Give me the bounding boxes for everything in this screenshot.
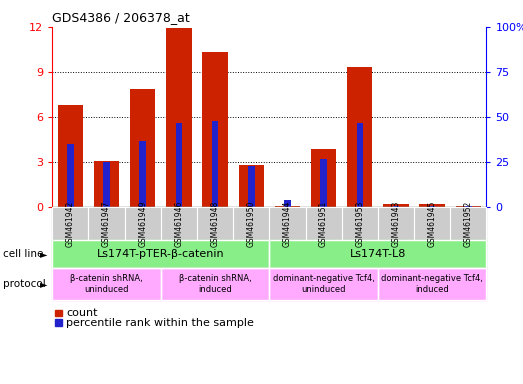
Bar (347, 68, 372, 207)
Bar (67, 144, 74, 207)
Bar (248, 166, 255, 207)
Text: ►: ► (40, 279, 47, 289)
Text: β-catenin shRNA,
uninduced: β-catenin shRNA, uninduced (70, 274, 143, 294)
Text: β-catenin shRNA,
induced: β-catenin shRNA, induced (179, 274, 252, 294)
Bar (419, 204, 445, 207)
Text: protocol: protocol (3, 279, 46, 289)
Text: GSM461950: GSM461950 (247, 200, 256, 247)
Text: GSM461945: GSM461945 (428, 200, 437, 247)
Text: Ls174T-L8: Ls174T-L8 (350, 249, 406, 259)
Text: dominant-negative Tcf4,
induced: dominant-negative Tcf4, induced (381, 274, 483, 294)
Bar (238, 165, 264, 207)
Text: percentile rank within the sample: percentile rank within the sample (66, 318, 254, 328)
Text: GSM461949: GSM461949 (138, 200, 147, 247)
Bar (429, 205, 435, 207)
Text: GSM461952: GSM461952 (464, 200, 473, 247)
Bar (94, 161, 119, 207)
Bar (212, 121, 218, 207)
Text: GSM461942: GSM461942 (66, 200, 75, 247)
Text: dominant-negative Tcf4,
uninduced: dominant-negative Tcf4, uninduced (272, 274, 374, 294)
Bar (321, 159, 327, 207)
Bar (202, 53, 228, 207)
Bar (176, 122, 182, 207)
Text: GSM461948: GSM461948 (211, 200, 220, 247)
Text: GSM461953: GSM461953 (355, 200, 365, 247)
Text: ►: ► (40, 249, 47, 259)
Text: GSM461943: GSM461943 (391, 200, 401, 247)
Bar (166, 28, 191, 207)
Text: GSM461946: GSM461946 (174, 200, 184, 247)
Bar (393, 205, 399, 207)
Bar (130, 89, 155, 207)
Bar (140, 141, 146, 207)
Bar (465, 205, 472, 207)
Bar (456, 206, 481, 207)
Text: GSM461947: GSM461947 (102, 200, 111, 247)
Bar (275, 206, 300, 207)
Bar (58, 105, 83, 207)
Bar (357, 122, 363, 207)
Text: GSM461951: GSM461951 (319, 200, 328, 247)
Text: GDS4386 / 206378_at: GDS4386 / 206378_at (52, 11, 190, 24)
Text: cell line: cell line (3, 249, 43, 259)
Bar (104, 162, 110, 207)
Text: GSM461944: GSM461944 (283, 200, 292, 247)
Text: count: count (66, 308, 97, 318)
Bar (383, 204, 408, 207)
Text: Ls174T-pTER-β-catenin: Ls174T-pTER-β-catenin (97, 249, 225, 259)
Bar (284, 200, 291, 207)
Bar (311, 149, 336, 207)
